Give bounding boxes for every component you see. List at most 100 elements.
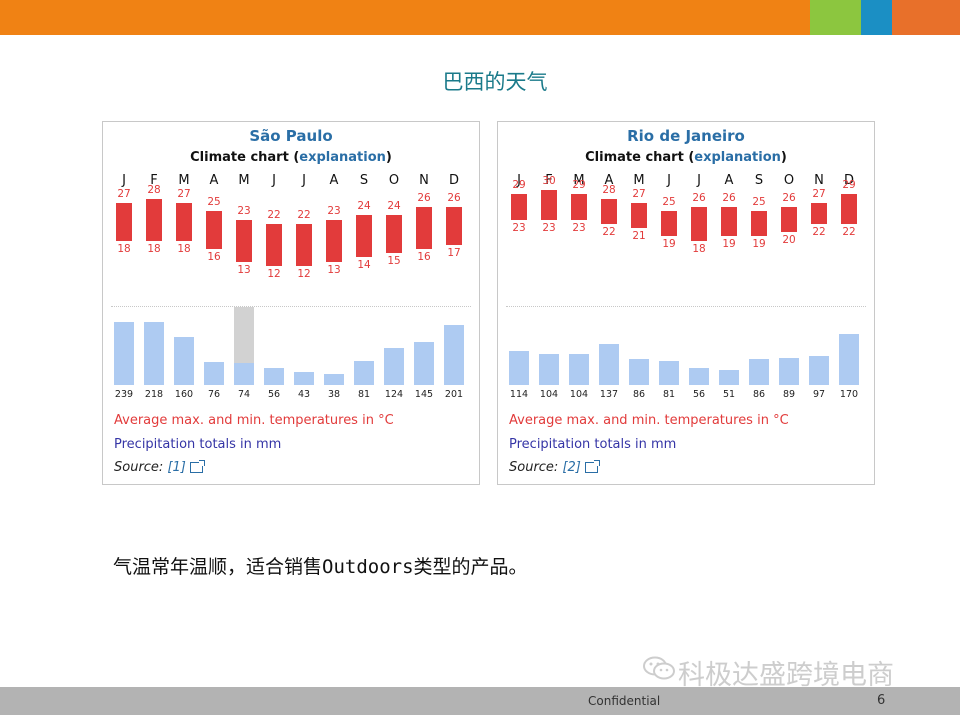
max-temp-label: 25 xyxy=(752,196,766,209)
precipitation-value-label: 86 xyxy=(632,389,646,400)
month-label: D xyxy=(448,173,459,188)
explanation-link[interactable]: explanation xyxy=(694,150,781,165)
max-temp-label: 22 xyxy=(267,208,281,221)
max-temp-label: 27 xyxy=(177,187,191,200)
month-label: A xyxy=(604,173,614,188)
precipitation-value-label: 239 xyxy=(114,389,134,400)
min-temp-label: 19 xyxy=(662,238,676,251)
max-temp-label: 29 xyxy=(512,179,526,192)
temperature-range-bar xyxy=(236,219,252,262)
month-label: F xyxy=(545,173,553,188)
subtitle-suffix: ) xyxy=(385,150,392,165)
precipitation-bar xyxy=(384,347,404,385)
temperature-range-bar xyxy=(356,215,372,258)
precipitation-bar xyxy=(509,350,529,385)
external-link-icon[interactable] xyxy=(584,460,600,473)
external-link-icon[interactable] xyxy=(189,460,205,473)
temperature-bars: 27 18 28 18 27 18 25 16 23 13 22 12 22 12 23 13 24 14 24 15… xyxy=(103,122,479,412)
page-number: 6 xyxy=(877,693,886,708)
subtitle-prefix: Climate chart ( xyxy=(190,150,300,165)
month-label: J xyxy=(517,173,521,188)
chart-divider xyxy=(506,306,866,307)
precipitation-scale-overflow xyxy=(242,307,254,321)
max-temp-label: 26 xyxy=(722,192,736,204)
precipitation-bar xyxy=(719,369,739,385)
min-temp-label: 23 xyxy=(512,221,526,234)
source-ref-link[interactable]: [1] xyxy=(167,460,186,475)
min-temp-label: 22 xyxy=(812,225,826,238)
accent-square-orange xyxy=(892,0,960,35)
wechat-icon xyxy=(643,656,675,680)
month-label: S xyxy=(359,173,369,188)
explanation-link[interactable]: explanation xyxy=(299,150,386,165)
precipitation-bar xyxy=(204,362,224,385)
precipitation-bar xyxy=(779,358,799,385)
precipitation-value-label: 218 xyxy=(144,389,164,400)
watermark-text: 科极达盛跨境电商 xyxy=(678,660,894,691)
max-temp-label: 25 xyxy=(662,196,676,209)
precipitation-value-label: 104 xyxy=(569,389,589,400)
temperature-range-bar xyxy=(691,207,707,241)
temperature-range-bar xyxy=(176,202,192,241)
slide-caption: 气温常年温顺，适合销售Outdoors类型的产品。 xyxy=(113,556,528,578)
month-label: F xyxy=(150,173,158,188)
temperature-range-bar xyxy=(811,202,827,224)
chart-source: Source: [2] xyxy=(509,460,600,475)
slide-title: 巴西的天气 xyxy=(442,70,548,94)
legend-temperature: Average max. and min. temperatures in °C xyxy=(509,413,789,428)
precipitation-value-label: 51 xyxy=(722,389,736,400)
precipitation-bar xyxy=(354,360,374,385)
min-temp-label: 17 xyxy=(447,246,461,259)
precipitation-value-label: 124 xyxy=(384,389,404,400)
precipitation-bar xyxy=(324,373,344,385)
month-label: N xyxy=(814,173,824,188)
temperature-range-bar xyxy=(296,223,312,266)
max-temp-label: 28 xyxy=(602,183,616,196)
precipitation-bar xyxy=(144,322,164,385)
min-temp-label: 19 xyxy=(722,238,736,251)
temperature-range-bar xyxy=(416,207,432,249)
source-ref-link[interactable]: [2] xyxy=(562,460,581,475)
max-temp-label: 26 xyxy=(447,192,461,204)
precipitation-value-label: 86 xyxy=(752,389,766,400)
min-temp-label: 22 xyxy=(602,225,616,238)
precipitation-value-label: 145 xyxy=(414,389,434,400)
max-temp-label: 29 xyxy=(572,179,586,192)
precipitation-value-label: 114 xyxy=(509,389,529,400)
month-label: S xyxy=(754,173,764,188)
max-temp-label: 26 xyxy=(692,192,706,204)
temperature-range-bar xyxy=(511,194,527,220)
month-label: J xyxy=(272,173,276,188)
precipitation-bar xyxy=(234,362,254,385)
min-temp-label: 21 xyxy=(632,230,646,242)
precipitation-value-label: 170 xyxy=(839,389,859,400)
precipitation-bar xyxy=(599,343,619,385)
climate-chart-sao-paulo: São Paulo Climate chart (explanation) J F… xyxy=(102,121,480,485)
footer-confidential: Confidential xyxy=(588,694,661,708)
temperature-range-bar xyxy=(571,194,587,220)
max-temp-label: 28 xyxy=(147,183,161,196)
min-temp-label: 23 xyxy=(542,221,556,234)
max-temp-label: 26 xyxy=(417,192,431,204)
max-temp-label: 29 xyxy=(842,179,856,192)
chart-city-title: São Paulo xyxy=(249,127,333,145)
min-temp-label: 12 xyxy=(297,267,311,280)
temperature-range-bar xyxy=(326,219,342,262)
temperature-range-bar xyxy=(601,198,617,224)
temperature-range-bar xyxy=(116,202,132,241)
legend-precipitation: Precipitation totals in mm xyxy=(114,437,282,452)
max-temp-label: 26 xyxy=(782,192,796,204)
month-label: M xyxy=(238,173,250,188)
max-temp-label: 27 xyxy=(632,187,646,200)
source-label: Source: xyxy=(114,460,164,475)
temperature-range-bar xyxy=(661,211,677,237)
month-label: M xyxy=(178,173,190,188)
min-temp-label: 12 xyxy=(267,267,281,280)
chart-source: Source: [1] xyxy=(114,460,205,475)
chart-subtitle: Climate chart (explanation) xyxy=(498,150,874,165)
precipitation-bar xyxy=(629,359,649,385)
precipitation-value-label: 160 xyxy=(174,389,194,400)
max-temp-label: 27 xyxy=(117,187,131,200)
month-label: J xyxy=(667,173,671,188)
chart-subtitle: Climate chart (explanation) xyxy=(103,150,479,165)
